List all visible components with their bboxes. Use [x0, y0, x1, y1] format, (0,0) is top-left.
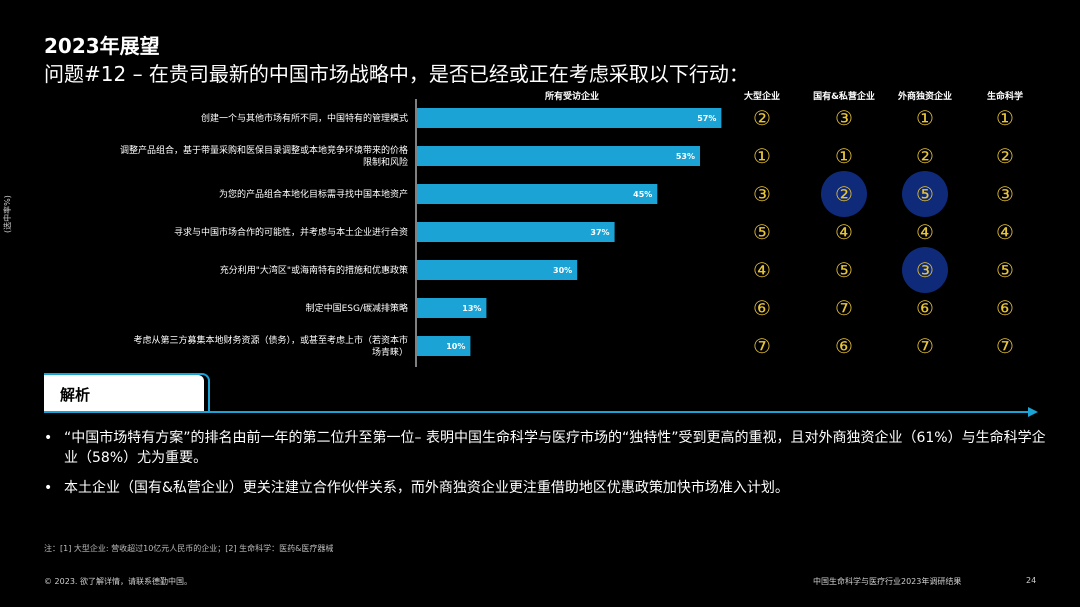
rank-cell: ④	[996, 220, 1014, 244]
category-label: 调整产品组合，基于带量采购和医保目录调整或本地竞争环境带来的价格	[120, 144, 408, 156]
category-label: 考虑从第三方募集本地财务资源（债务），或甚至考虑上市（若资本市	[133, 334, 408, 346]
series-header: 所有受访企业	[545, 90, 599, 102]
bar-value-label: 13%	[462, 304, 481, 313]
rank-cell: ⑥	[835, 334, 853, 358]
rank-cell: ③	[996, 182, 1014, 206]
rank-cell: ①	[835, 144, 853, 168]
rank-cell: ④	[916, 220, 934, 244]
rank-cell: ⑤	[835, 258, 853, 282]
rank-highlight	[902, 247, 948, 293]
rank-cell: ⑤	[753, 220, 771, 244]
rank-cell: ⑦	[753, 334, 771, 358]
bar-value-label: 53%	[676, 152, 695, 161]
bar	[417, 298, 487, 318]
rank-column-header: 大型企业	[744, 90, 780, 102]
bullet-dot-icon: •	[44, 480, 53, 496]
bar	[417, 146, 701, 166]
bar-value-label: 30%	[553, 266, 572, 275]
rank-column-header: 国有&私营企业	[813, 90, 875, 102]
analysis-bullet: • 本土企业（国有&私营企业）更关注建立合作伙伴关系，而外商独资企业更注重借助地…	[44, 478, 1054, 498]
rank-cell: ③	[916, 258, 934, 282]
bar	[417, 184, 658, 204]
survey-chart: 创建一个与其他市场有所不同，中国特有的管理模式调整产品组合，基于带量采购和医保目…	[120, 90, 1023, 367]
analysis-bullet: • “中国市场特有方案”的排名由前一年的第二位升至第一位– 表明中国生命科学与医…	[44, 428, 1054, 468]
category-label: 场青睐）	[372, 346, 408, 358]
analysis-divider	[44, 411, 1030, 413]
analysis-label: 解析	[60, 386, 91, 404]
category-label: 创建一个与其他市场有所不同，中国特有的管理模式	[201, 112, 408, 124]
arrow-right-icon	[1028, 407, 1038, 417]
rank-cell: ⑥	[916, 296, 934, 320]
bar	[417, 260, 578, 280]
page-title: 2023年展望	[44, 34, 160, 58]
rank-cell: ⑦	[835, 296, 853, 320]
rank-highlights	[821, 171, 948, 293]
category-label: 限制和风险	[363, 156, 408, 168]
bar	[417, 222, 615, 242]
rank-cell: ④	[835, 220, 853, 244]
bullet-dot-icon: •	[44, 430, 53, 446]
category-label: 寻求与中国市场合作的可能性，并考虑与本土企业进行合资	[174, 226, 408, 238]
page-number: 24	[1026, 576, 1037, 585]
rank-cell: ②	[753, 106, 771, 130]
bar-value-label: 57%	[697, 114, 716, 123]
rank-column-header: 外商独资企业	[897, 90, 952, 102]
bar-value-label: 10%	[446, 342, 465, 351]
rank-cell: ①	[916, 106, 934, 130]
rank-cell: ①	[996, 106, 1014, 130]
rank-cell: ⑦	[996, 334, 1014, 358]
rank-column-headers: 大型企业 国有&私营企业 外商独资企业 生命科学	[744, 90, 1023, 102]
category-labels: 创建一个与其他市场有所不同，中国特有的管理模式调整产品组合，基于带量采购和医保目…	[120, 112, 408, 358]
rank-cell: ③	[835, 106, 853, 130]
rank-cell: ⑥	[753, 296, 771, 320]
category-label: 充分利用"大湾区"或海南特有的措施和优惠政策	[220, 264, 408, 276]
rank-cell: ⑤	[996, 258, 1014, 282]
rank-highlight	[902, 171, 948, 217]
bar-value-labels: 57% 53% 45% 37% 30% 13% 10%	[446, 114, 716, 351]
bar-value-label: 45%	[633, 190, 652, 199]
rank-cell: ①	[753, 144, 771, 168]
footnote: 注：[1] 大型企业: 营收超过10亿元人民币的企业；[2] 生命科学：医药&医…	[44, 544, 334, 553]
rank-column-header: 生命科学	[987, 90, 1023, 102]
bar	[417, 336, 471, 356]
rank-cell: ②	[996, 144, 1014, 168]
analysis-tab-border	[44, 373, 210, 411]
rank-cell: ⑤	[916, 182, 934, 206]
bullet-text: 本土企业（国有&私营企业）更关注建立合作伙伴关系，而外商独资企业更注重借助地区优…	[64, 480, 789, 496]
rank-cell: ⑦	[916, 334, 934, 358]
rank-cells: ② ③ ① ① ① ① ② ② ③ ② ⑤ ③ ⑤ ④ ④ ④ ④ ⑤ ③ ⑤ ⑥ ⑦ ⑥ ⑥ ⑦ ⑥ ⑦ ⑦	[753, 106, 1014, 358]
rank-highlight	[821, 171, 867, 217]
rank-cell: ②	[916, 144, 934, 168]
question-subtitle: 问题#12 – 在贵司最新的中国市场战略中，是否已经或正在考虑采取以下行动：	[44, 62, 749, 86]
rank-cell: ③	[753, 182, 771, 206]
category-label: 制定中国ESG/碳减排策略	[306, 302, 408, 314]
analysis-tab	[44, 375, 204, 411]
bullet-text: “中国市场特有方案”的排名由前一年的第二位升至第一位– 表明中国生命科学与医疗市…	[64, 430, 1046, 466]
bars	[417, 108, 722, 356]
report-name: 中国生命科学与医疗行业2023年调研结果	[813, 577, 962, 586]
bar-value-label: 37%	[590, 228, 609, 237]
rank-cell: ④	[753, 258, 771, 282]
category-label: 为您的产品组合本地化目标需寻找中国本地资产	[219, 188, 408, 200]
bar	[417, 108, 722, 128]
rank-cell: ⑥	[996, 296, 1014, 320]
copyright: © 2023. 欲了解详情，请联系德勤中国。	[44, 577, 192, 586]
rank-cell: ②	[835, 182, 853, 206]
